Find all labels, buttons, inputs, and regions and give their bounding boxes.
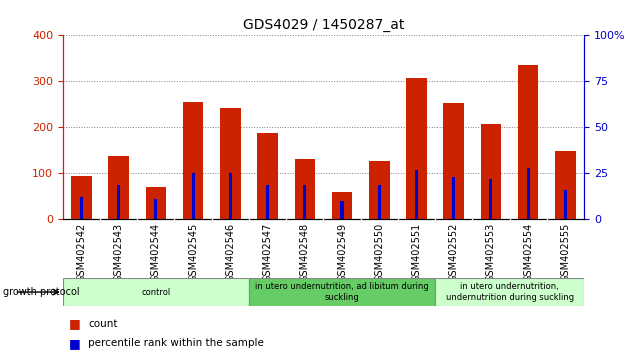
Text: in utero undernutrition,
undernutrition during suckling: in utero undernutrition, undernutrition … xyxy=(445,282,573,302)
Text: GSM402549: GSM402549 xyxy=(337,222,347,281)
Bar xyxy=(192,173,195,219)
Bar xyxy=(406,78,427,219)
Bar xyxy=(527,168,530,219)
Bar xyxy=(117,184,120,219)
Bar xyxy=(71,176,92,219)
Text: GSM402553: GSM402553 xyxy=(486,222,496,282)
Text: GSM402555: GSM402555 xyxy=(560,222,570,282)
Bar xyxy=(63,278,249,306)
Bar xyxy=(332,192,352,219)
Bar xyxy=(480,124,501,219)
Bar xyxy=(415,170,418,219)
Bar xyxy=(80,198,83,219)
Text: GSM402544: GSM402544 xyxy=(151,222,161,281)
Text: GSM402546: GSM402546 xyxy=(225,222,236,281)
Text: GSM402542: GSM402542 xyxy=(77,222,87,282)
Bar xyxy=(518,65,538,219)
Text: GSM402545: GSM402545 xyxy=(188,222,198,282)
Text: GSM402547: GSM402547 xyxy=(263,222,273,282)
Bar xyxy=(564,190,567,219)
Bar xyxy=(146,187,166,219)
Bar xyxy=(295,159,315,219)
Text: GSM402543: GSM402543 xyxy=(114,222,124,281)
Bar xyxy=(443,103,464,219)
Bar xyxy=(229,173,232,219)
Text: GSM402552: GSM402552 xyxy=(449,222,458,282)
Bar xyxy=(555,152,576,219)
Text: in utero undernutrition, ad libitum during
suckling: in utero undernutrition, ad libitum duri… xyxy=(255,282,429,302)
Text: count: count xyxy=(88,319,117,329)
Bar xyxy=(257,133,278,219)
Text: GSM402548: GSM402548 xyxy=(300,222,310,281)
Bar xyxy=(369,161,389,219)
Bar xyxy=(489,179,492,219)
Text: control: control xyxy=(141,287,171,297)
Text: percentile rank within the sample: percentile rank within the sample xyxy=(88,338,264,348)
Bar xyxy=(266,184,269,219)
Bar xyxy=(249,278,435,306)
Bar xyxy=(303,184,306,219)
Text: ■: ■ xyxy=(69,318,81,330)
Text: GSM402550: GSM402550 xyxy=(374,222,384,282)
Bar xyxy=(109,156,129,219)
Text: GSM402551: GSM402551 xyxy=(411,222,421,282)
Bar xyxy=(377,184,381,219)
Title: GDS4029 / 1450287_at: GDS4029 / 1450287_at xyxy=(243,18,404,32)
Bar xyxy=(435,278,584,306)
Text: growth protocol: growth protocol xyxy=(3,287,80,297)
Text: ■: ■ xyxy=(69,337,81,350)
Bar xyxy=(340,201,344,219)
Bar xyxy=(452,177,455,219)
Bar xyxy=(220,108,241,219)
Bar xyxy=(154,199,158,219)
Text: GSM402554: GSM402554 xyxy=(523,222,533,282)
Bar xyxy=(183,102,203,219)
